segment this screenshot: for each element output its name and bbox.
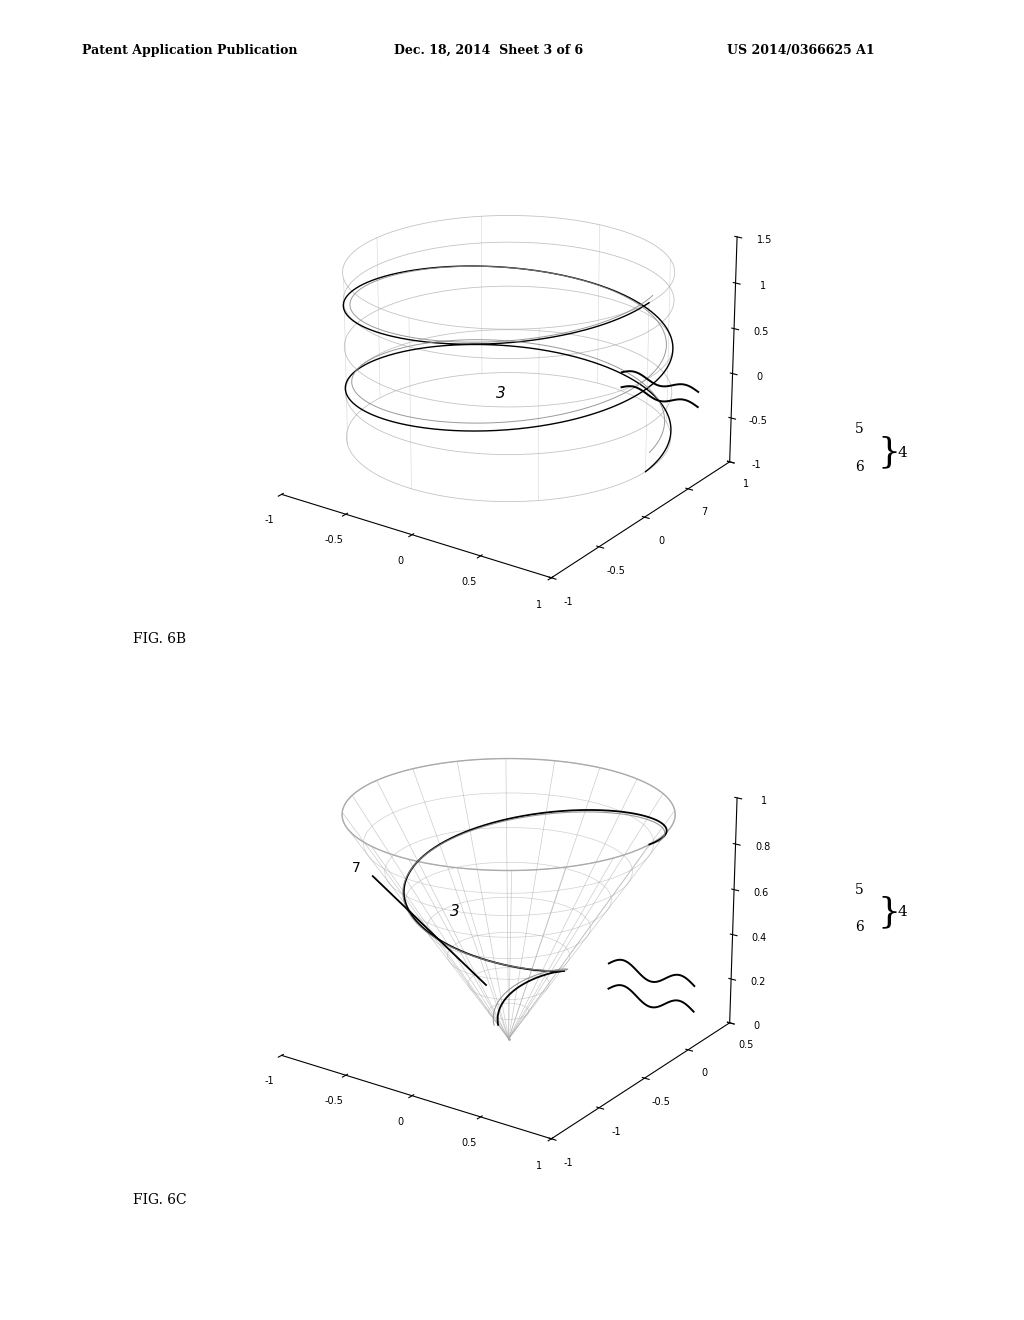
Text: Patent Application Publication: Patent Application Publication [82,44,297,57]
Text: 6: 6 [855,920,864,933]
Text: 4: 4 [897,906,907,919]
Text: FIG. 6B: FIG. 6B [133,632,186,645]
Text: Dec. 18, 2014  Sheet 3 of 6: Dec. 18, 2014 Sheet 3 of 6 [394,44,584,57]
Text: 5: 5 [855,883,864,896]
Text: }: } [878,895,900,929]
Text: US 2014/0366625 A1: US 2014/0366625 A1 [727,44,874,57]
Text: }: } [878,436,900,470]
Text: 4: 4 [897,446,907,459]
Text: FIG. 6C: FIG. 6C [133,1193,186,1206]
Text: 6: 6 [855,461,864,474]
Text: 5: 5 [855,422,864,436]
